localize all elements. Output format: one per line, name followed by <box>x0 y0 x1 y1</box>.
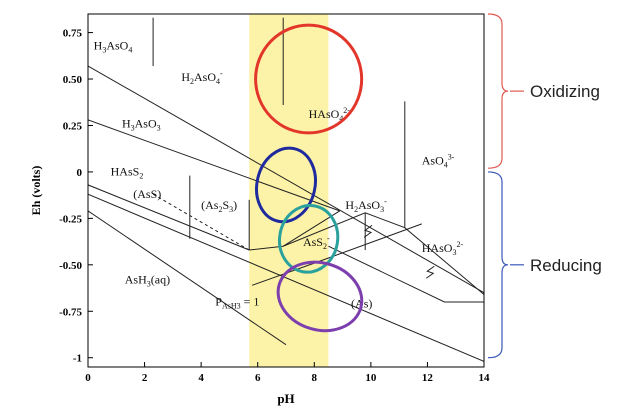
y-tick-label: -0.25 <box>59 213 82 225</box>
y-tick-label: -0.50 <box>59 260 82 272</box>
y-tick-label: 0.25 <box>63 120 83 132</box>
x-tick-label: 6 <box>255 372 261 384</box>
highlight-ellipse <box>276 260 364 333</box>
boundary-break-marker <box>425 265 435 279</box>
y-axis-label: Eh (volts) <box>29 166 43 216</box>
axis-titles: pH Eh (volts) <box>29 166 295 406</box>
y-tick-label: 0 <box>77 167 83 179</box>
species-label: H2AsO3- <box>345 197 387 214</box>
annotation-bracket <box>487 13 509 169</box>
x-tick-label: 14 <box>479 372 491 384</box>
species-label: H3AsO3 <box>122 116 161 132</box>
highlight-ellipse <box>255 146 317 224</box>
phase-boundary-line <box>328 245 484 303</box>
species-labels: H3AsO4 H2AsO4- HAsO42- H3AsO3 AsO43- HAsS2 (As… <box>94 38 464 310</box>
water-stability-line <box>88 210 287 346</box>
x-axis-label: pH <box>277 391 294 406</box>
species-label: H2AsO4- <box>181 69 223 86</box>
species-label: HAsS2 <box>111 165 144 181</box>
highlight-ellipse <box>254 23 364 135</box>
phase-boundary-line <box>88 119 340 212</box>
species-label: HAsO42- <box>309 106 351 123</box>
highlight-ellipses <box>254 23 364 333</box>
x-tick-label: 0 <box>85 372 91 384</box>
x-tick-label: 8 <box>312 372 318 384</box>
x-tick-label: 10 <box>365 372 377 384</box>
axis-ticks: 0 2 4 6 8 10 12 14 0.75 0.50 0.25 0 -0.25 -0.50 -0.75 -… <box>59 28 490 384</box>
species-label: (As2S3) <box>201 198 237 214</box>
y-tick-label: -1 <box>73 353 82 365</box>
boundary-break-marker <box>363 224 373 238</box>
species-label: (AsS) <box>133 187 161 201</box>
y-tick-label: -0.75 <box>59 306 82 318</box>
phase-boundary-line <box>88 184 250 251</box>
species-label: H3AsO4 <box>94 38 133 54</box>
species-label: AsO43- <box>422 152 455 169</box>
plot-frame <box>87 13 485 368</box>
species-label: AsH3(aq) <box>125 272 170 288</box>
species-label: PAsH3 = 1 <box>215 295 259 311</box>
water-stability-line <box>88 65 484 294</box>
y-tick-label: 0.75 <box>63 28 83 40</box>
x-tick-label: 4 <box>198 372 204 384</box>
dashed-boundary-line <box>152 193 250 251</box>
x-tick-label: 12 <box>422 372 434 384</box>
annotation-bracket <box>487 171 509 359</box>
highlight-ellipse <box>277 203 340 274</box>
annotation-label: Reducing <box>530 256 602 275</box>
x-tick-label: 2 <box>142 372 148 384</box>
y-tick-label: 0.50 <box>63 74 83 86</box>
species-label: AsS2- <box>303 234 330 251</box>
condition-annotations: Oxidizing Reducing <box>487 13 602 359</box>
water-stability-line <box>88 193 484 362</box>
annotation-label: Oxidizing <box>530 82 600 101</box>
species-label: HAsO32- <box>422 240 464 257</box>
